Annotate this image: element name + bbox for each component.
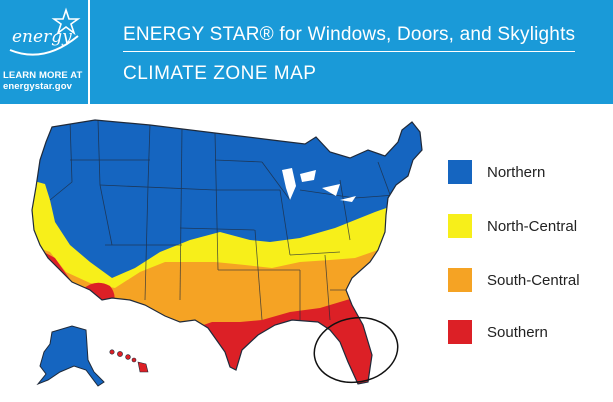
hawaii xyxy=(109,349,149,373)
learn-more-line2: energystar.gov xyxy=(3,81,72,92)
energy-star-logo[interactable]: energy LEARN MORE AT energystar.gov xyxy=(0,0,90,104)
page-subtitle: CLIMATE ZONE MAP xyxy=(123,63,317,84)
legend-label-northern: Northern xyxy=(487,164,546,181)
legend-label-south-central: South-Central xyxy=(487,272,580,289)
legend-label-north-central: North-Central xyxy=(487,218,578,235)
energy-star-logo-icon: energy xyxy=(9,7,81,56)
legend-swatch-southern xyxy=(448,320,472,344)
contiguous-us-outline xyxy=(31,119,423,385)
legend-item-south-central: South-Central xyxy=(448,268,608,292)
legend-item-northern: Northern xyxy=(448,160,608,184)
legend-swatch-northern xyxy=(448,160,472,184)
logo-wordmark: energy xyxy=(12,27,72,47)
legend-item-north-central: North-Central xyxy=(448,214,608,238)
legend-item-southern: Southern xyxy=(448,320,608,344)
florida-highlight-circle xyxy=(313,316,399,384)
zone-southern-desert xyxy=(82,282,115,307)
header-banner: energy LEARN MORE AT energystar.gov ENER… xyxy=(0,0,613,104)
learn-more-link[interactable]: LEARN MORE AT energystar.gov xyxy=(3,70,87,92)
legend-label-southern: Southern xyxy=(487,324,548,341)
climate-zone-map xyxy=(31,119,423,387)
page-title: ENERGY STAR® for Windows, Doors, and Sky… xyxy=(123,24,576,45)
great-lakes xyxy=(282,168,356,202)
header-divider xyxy=(123,51,575,52)
alaska xyxy=(36,325,105,387)
state-boundaries xyxy=(49,120,396,321)
legend-swatch-north-central xyxy=(448,214,472,238)
legend-swatch-south-central xyxy=(448,268,472,292)
learn-more-line1: LEARN MORE AT xyxy=(3,70,83,81)
zone-regions xyxy=(32,120,422,384)
